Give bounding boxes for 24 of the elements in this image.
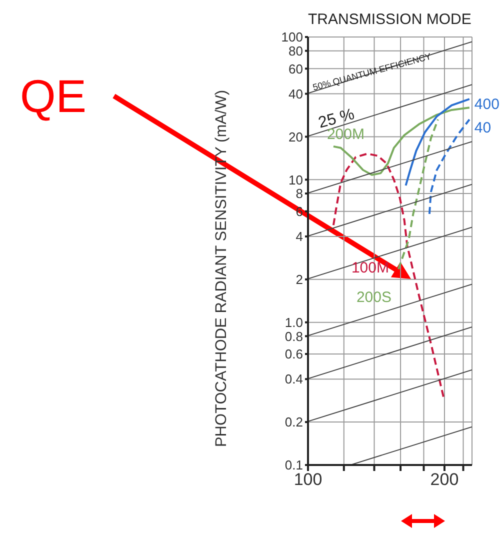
y-axis-title: PHOTOCATHODE RADIANT SENSITIVITY (mA/W) [213,90,230,448]
y-tick-label: 60 [288,61,303,76]
y-tick-label: 20 [288,129,303,144]
line-series [428,118,470,215]
text: QE [20,70,86,122]
y-tick-label: 0.6 [284,346,303,362]
y-tick-label: 2 [296,272,303,287]
series-label: 40 [474,119,492,136]
y-tick-label: 10 [288,172,303,188]
chart-title: TRANSMISSION MODE [308,11,472,28]
y-tick-label: 100 [281,30,303,45]
y-tick-label: 0.1 [284,458,303,473]
y-tick-label: 0.8 [284,328,303,344]
line-series [397,118,439,270]
y-tick-label: 0.2 [284,414,303,430]
y-tick-label: 80 [288,43,303,58]
series-label: 400 [474,96,500,114]
y-tick-label: 40 [288,86,303,102]
y-tick-label: 4 [296,229,303,244]
series-label: 100M [351,260,389,277]
x-tick-label: 200 [430,470,459,490]
y-tick-label: 0.4 [284,372,303,387]
y-tick-label: 8 [296,186,303,202]
y-tick-label: 1.0 [284,314,303,330]
